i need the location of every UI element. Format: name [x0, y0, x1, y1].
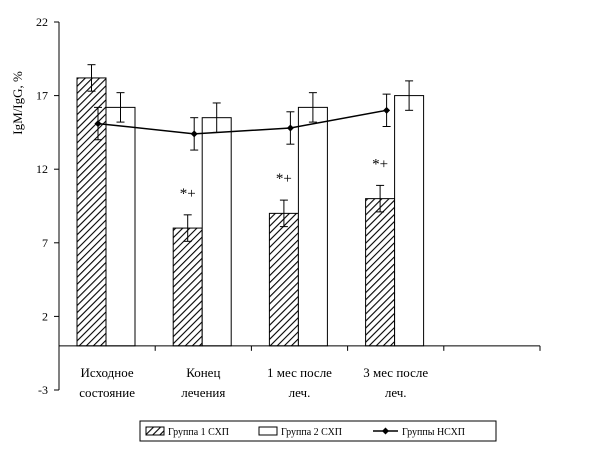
category-label: 3 мес после	[363, 365, 428, 380]
y-tick-label: -3	[38, 383, 48, 397]
line-group-nsxp	[97, 109, 387, 135]
legend-swatch-group1	[145, 426, 165, 436]
category-label: леч.	[385, 385, 407, 400]
category-label: леч.	[289, 385, 311, 400]
legend: Группа 1 СХП Группа 2 СХП Группы НСХП	[139, 420, 497, 442]
y-tick-label: 12	[36, 162, 48, 176]
legend-label-nsxp: Группы НСХП	[402, 427, 465, 438]
line-point-nsxp	[383, 106, 391, 114]
line-point-nsxp	[190, 130, 198, 138]
significance-label: *+	[276, 171, 292, 187]
significance-label: *+	[180, 186, 196, 202]
bar-group2	[297, 106, 328, 347]
bar-group2	[105, 106, 136, 347]
bar-group1	[268, 212, 299, 347]
legend-swatch-group2	[258, 426, 278, 436]
significance-label: *+	[372, 156, 388, 172]
bar-group1	[365, 198, 396, 347]
bar-group1	[76, 77, 107, 347]
line-point-nsxp	[94, 120, 102, 128]
bar-group2	[394, 95, 425, 347]
category-label: состояние	[79, 385, 135, 400]
category-label: Конец	[186, 365, 220, 380]
category-label: 1 мес после	[267, 365, 332, 380]
bar-group1	[172, 227, 203, 347]
category-label: лечения	[181, 385, 225, 400]
legend-label-group1: Группа 1 СХП	[168, 427, 229, 438]
legend-marker-nsxp	[382, 427, 389, 435]
category-label: Исходное	[81, 365, 134, 380]
legend-box	[139, 420, 497, 442]
line-point-nsxp	[286, 124, 294, 132]
legend-label-group2: Группа 2 СХП	[281, 427, 342, 438]
y-tick-label: 2	[42, 309, 48, 323]
bar-group2	[201, 117, 232, 347]
y-axis-label: IgM/IgG, %	[10, 71, 25, 135]
y-tick-label: 22	[36, 15, 48, 29]
y-tick-label: 17	[36, 89, 48, 103]
y-tick-label: 7	[42, 236, 48, 250]
